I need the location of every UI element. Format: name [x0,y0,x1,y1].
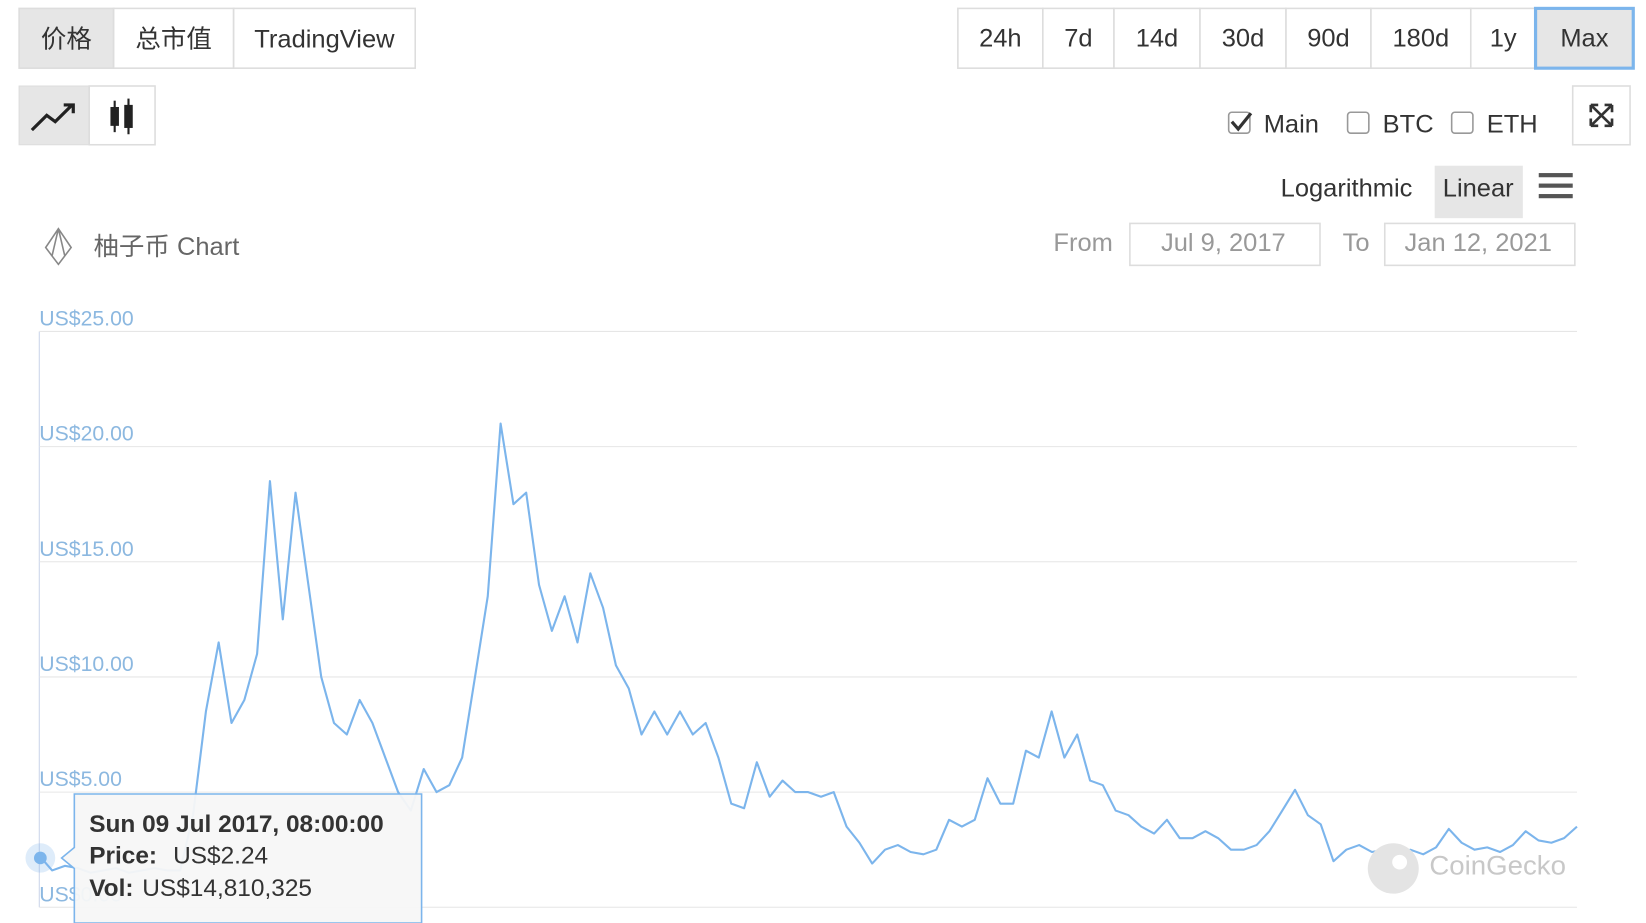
range-label: 7d [1064,25,1092,53]
tooltip [60,793,423,923]
range-button[interactable] [1113,7,1201,69]
y-tick-label: US$5.00 [39,768,122,791]
to-input[interactable] [1383,222,1576,267]
range-label: 180d [1393,25,1450,53]
scale-linear[interactable]: Linear [1443,175,1514,203]
range-button[interactable] [1370,7,1472,69]
toggle-label: BTC [1383,111,1434,139]
price-line [38,422,1578,874]
range-button[interactable] [1469,7,1537,69]
line-icon-arrow [63,103,75,114]
tab[interactable] [18,7,115,69]
tooltip-price: US$2.24 [173,842,268,869]
range-label: 90d [1307,25,1350,53]
hover-point [33,851,47,865]
coingecko-logo [1367,843,1419,894]
to-label: To [1343,229,1370,257]
tab-label: 总市值 [135,26,211,54]
from-date: Jul 9, 2017 [1161,229,1286,257]
range-button[interactable] [1285,7,1372,69]
y-tick-label: US$10.00 [39,653,133,676]
tooltip-vol-label: Vol: [89,875,133,902]
range-label: 1y [1490,25,1517,53]
from-label: From [1053,229,1112,257]
y-tick-label: US$15.00 [39,538,133,561]
menu-bar [1538,194,1573,199]
tooltip-date: Sun 09 Jul 2017, 08:00:00 [89,811,384,838]
tooltip-vol: US$14,810,325 [142,875,312,902]
eos-icon [44,227,73,266]
range-button[interactable] [1533,6,1635,70]
range-button[interactable] [1199,7,1287,69]
line-chart-button[interactable] [18,85,90,146]
watermark: CoinGecko [1429,850,1566,881]
tab[interactable] [112,7,235,69]
candle-chart-button[interactable] [88,85,156,146]
tab[interactable] [232,7,417,69]
chart-title: 柚子币 Chart [93,233,239,261]
menu-bar [1538,173,1573,178]
toggle-label: ETH [1487,111,1538,139]
menu-button[interactable] [1538,173,1573,199]
range-button[interactable] [1042,7,1115,69]
y-tick-label: US$20.00 [39,423,133,446]
fullscreen-icon [1589,103,1614,128]
range-label: 14d [1136,25,1179,53]
range-label: 30d [1222,25,1265,53]
y-tick-label: US$25.00 [39,308,133,331]
toggle-label: Main [1264,111,1319,139]
tooltip-price-label: Price: [89,842,157,869]
checkbox[interactable] [1227,111,1251,134]
tab-label: 价格 [41,26,92,54]
checkbox[interactable] [1346,111,1370,134]
checkbox[interactable] [1450,111,1474,134]
coingecko-logo-eye [1392,854,1408,870]
scale-active-bg [1434,165,1523,219]
tab-label: TradingView [254,26,395,54]
range-label: 24h [979,25,1022,53]
line-icon [30,103,74,132]
from-input[interactable] [1129,222,1321,267]
menu-bar [1538,183,1573,188]
to-date: Jan 12, 2021 [1405,229,1552,257]
range-label: Max [1560,25,1608,53]
scale-logarithmic[interactable]: Logarithmic [1281,175,1413,203]
checkmark [1230,112,1253,132]
